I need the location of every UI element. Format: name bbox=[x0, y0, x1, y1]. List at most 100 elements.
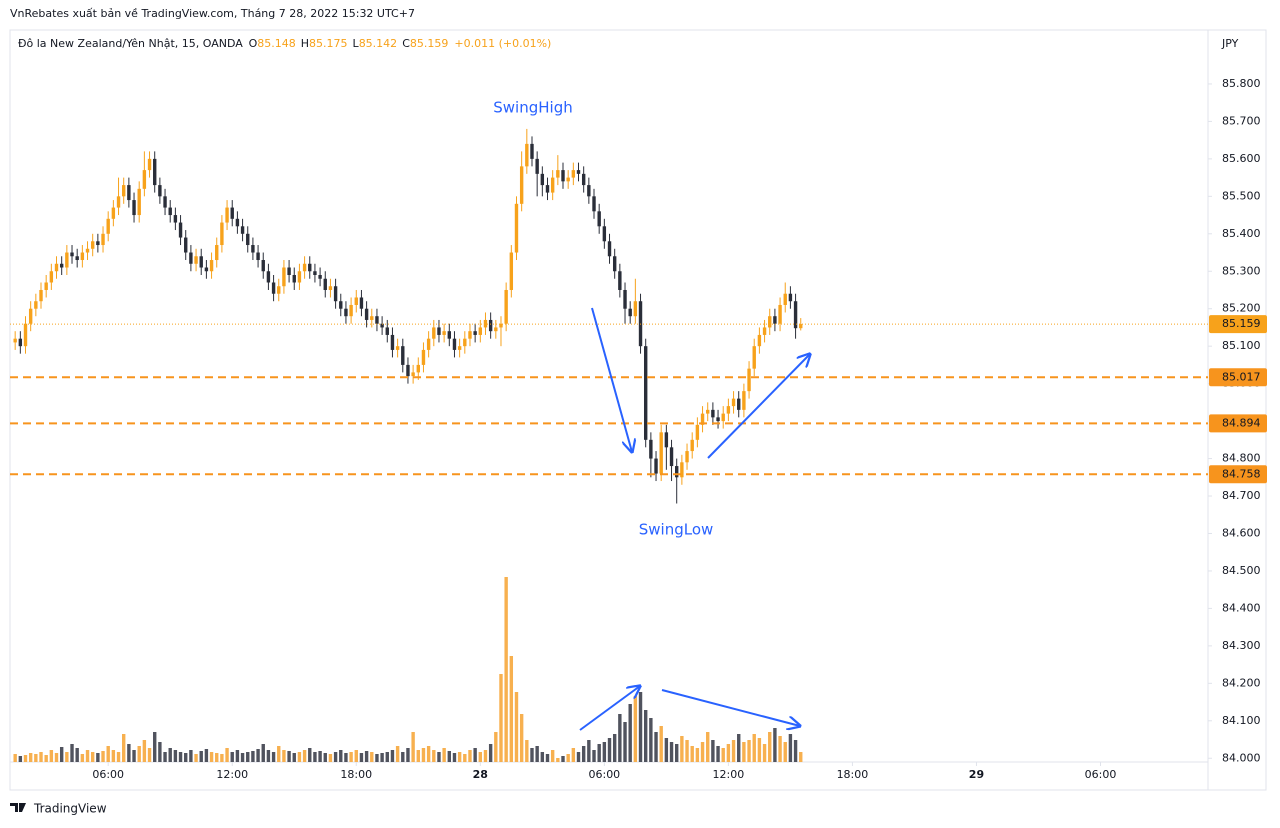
volume-bar bbox=[592, 750, 596, 762]
candle-body bbox=[194, 256, 198, 264]
candle-body bbox=[752, 346, 756, 369]
volume-bar bbox=[395, 746, 400, 762]
x-tick-label: 12:00 bbox=[216, 768, 248, 781]
ohlc-label: C bbox=[402, 37, 410, 50]
volume-bar bbox=[649, 718, 653, 762]
candle-body bbox=[204, 267, 209, 272]
volume-bar bbox=[364, 751, 369, 762]
x-tick-label: 06:00 bbox=[92, 768, 124, 781]
candle-body bbox=[302, 263, 307, 272]
price-badge bbox=[1209, 465, 1267, 484]
candle-body bbox=[147, 158, 152, 171]
candle-body bbox=[256, 252, 260, 261]
arrow bbox=[707, 354, 810, 459]
candle-body bbox=[525, 143, 529, 167]
volume-bar bbox=[540, 752, 545, 762]
candle-body bbox=[695, 424, 700, 440]
candle-body bbox=[416, 364, 420, 373]
volume-bar bbox=[762, 744, 767, 762]
volume-bar bbox=[494, 732, 498, 762]
candle-body bbox=[261, 260, 265, 272]
candle-body bbox=[406, 364, 410, 377]
y-tick-label: 85.500 bbox=[1222, 189, 1261, 202]
volume-bar bbox=[432, 750, 436, 762]
candle-body bbox=[773, 316, 777, 324]
volume-bar bbox=[437, 752, 441, 762]
volume-bar bbox=[282, 750, 286, 762]
price-badge bbox=[1209, 414, 1267, 433]
ohlc-value: 85.148 bbox=[257, 37, 296, 50]
candle-body bbox=[793, 301, 798, 329]
volume-bar bbox=[680, 736, 684, 762]
y-tick-label: 85.700 bbox=[1222, 114, 1261, 127]
candle-body bbox=[111, 207, 116, 219]
level-label: 85.017 bbox=[1222, 370, 1261, 383]
candle-body bbox=[473, 331, 477, 335]
x-tick-label: 12:00 bbox=[713, 768, 745, 781]
volume-bar bbox=[473, 748, 477, 762]
y-tick-label: 85.100 bbox=[1222, 339, 1261, 352]
volume-bar bbox=[189, 750, 193, 762]
volume-bar bbox=[700, 742, 705, 762]
candle-body bbox=[333, 286, 338, 302]
volume-bar bbox=[256, 749, 260, 762]
volume-bar bbox=[54, 753, 59, 762]
volume-bar bbox=[349, 752, 353, 762]
volume-bar bbox=[44, 755, 48, 762]
candle-body bbox=[178, 222, 183, 238]
candle-body bbox=[654, 458, 658, 474]
candle-body bbox=[447, 331, 452, 339]
candle-body bbox=[323, 278, 327, 290]
candle-body bbox=[468, 331, 472, 339]
candle-body bbox=[535, 158, 539, 174]
candle-body bbox=[297, 271, 302, 283]
candle-body bbox=[685, 451, 689, 463]
candle-body bbox=[106, 218, 110, 234]
candle-body bbox=[442, 331, 446, 335]
y-tick-label: 84.600 bbox=[1222, 526, 1261, 539]
x-tick-label: 29 bbox=[969, 768, 984, 781]
volume-bar bbox=[488, 744, 493, 762]
candle-body bbox=[65, 252, 69, 268]
candle-body bbox=[23, 323, 28, 347]
y-tick-label: 84.700 bbox=[1222, 489, 1261, 502]
volume-bar bbox=[90, 752, 95, 762]
arrow bbox=[661, 689, 800, 726]
y-tick-label: 84.800 bbox=[1222, 452, 1261, 465]
candle-body bbox=[137, 188, 141, 216]
candle-body bbox=[463, 338, 467, 347]
arrow bbox=[591, 307, 632, 452]
candle-body bbox=[246, 233, 250, 246]
candle-body bbox=[13, 338, 17, 343]
volume-bar bbox=[628, 704, 632, 762]
volume-bar bbox=[287, 751, 291, 762]
volume-bar bbox=[80, 754, 85, 762]
candle-body bbox=[90, 241, 95, 249]
candle-body bbox=[401, 346, 405, 365]
volume-bar bbox=[525, 740, 529, 762]
volume-bar bbox=[380, 753, 384, 762]
volume-bar bbox=[184, 753, 188, 762]
candle-body bbox=[726, 406, 731, 414]
candle-body bbox=[189, 252, 193, 264]
brand-logo: TradingView bbox=[10, 802, 107, 816]
candle-body bbox=[318, 274, 322, 279]
volume-bar bbox=[328, 754, 333, 762]
change: +0.011 (+0.01%) bbox=[454, 37, 551, 50]
volume-bar bbox=[199, 751, 203, 762]
ohlc-value: 85.159 bbox=[410, 37, 449, 50]
volume-bar bbox=[602, 742, 607, 762]
y-tick-label: 85.800 bbox=[1222, 77, 1261, 90]
volume-bar bbox=[737, 734, 741, 762]
candle-body bbox=[328, 286, 333, 290]
candle-body bbox=[747, 368, 751, 392]
chart-frame bbox=[9, 29, 1267, 791]
y-tick-label: 84.000 bbox=[1222, 751, 1261, 764]
volume-bar bbox=[375, 754, 379, 762]
candle-body bbox=[122, 185, 126, 197]
publisher-line: VnRebates xuất bản về TradingView.com, T… bbox=[10, 7, 415, 20]
volume-bar bbox=[318, 751, 322, 762]
volume-bar bbox=[742, 742, 746, 762]
volume-bar bbox=[571, 748, 576, 762]
plot: 84.000 84.100 84.200 84.300 84.400 84.500 84.6… bbox=[10, 77, 1261, 781]
